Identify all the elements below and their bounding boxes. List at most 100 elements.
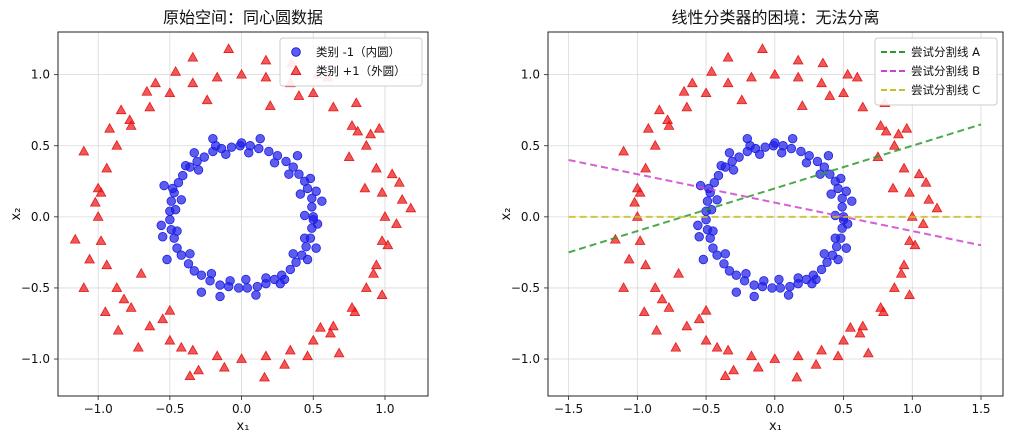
point-outer-22 bbox=[125, 302, 137, 312]
point-inner-69 bbox=[708, 226, 718, 236]
point-inner-63 bbox=[776, 148, 787, 158]
point-inner-16 bbox=[734, 152, 744, 162]
x-tick-label: 0.5 bbox=[834, 402, 853, 416]
point-outer-21 bbox=[111, 282, 123, 292]
point-outer-36 bbox=[393, 176, 405, 187]
point-inner-36 bbox=[242, 283, 253, 293]
point-inner-67 bbox=[801, 158, 812, 168]
point-outer-9 bbox=[236, 68, 247, 79]
point-inner-16 bbox=[199, 152, 209, 162]
point-outer-11 bbox=[722, 77, 734, 88]
point-inner-64 bbox=[712, 195, 722, 205]
point-inner-20 bbox=[173, 178, 184, 188]
point-outer-87 bbox=[796, 100, 808, 110]
point-inner-64 bbox=[176, 195, 187, 205]
point-outer-55 bbox=[719, 370, 731, 380]
point-inner-13 bbox=[760, 142, 770, 152]
point-outer-28 bbox=[260, 350, 272, 361]
point-inner-59 bbox=[693, 220, 703, 231]
point-inner-19 bbox=[178, 170, 188, 181]
point-inner-22 bbox=[702, 196, 713, 206]
point-outer-19 bbox=[95, 235, 107, 245]
point-outer-12 bbox=[700, 87, 712, 98]
point-inner-48 bbox=[317, 196, 327, 206]
point-inner-53 bbox=[731, 287, 742, 297]
y-tick-label: 1.0 bbox=[521, 68, 540, 82]
point-outer-39 bbox=[373, 122, 385, 133]
point-outer-71 bbox=[376, 289, 388, 299]
point-outer-52 bbox=[112, 324, 124, 335]
point-outer-70 bbox=[84, 253, 95, 264]
point-outer-1 bbox=[904, 186, 915, 197]
point-inner-80 bbox=[698, 254, 709, 265]
point-outer-54 bbox=[700, 304, 712, 315]
chart-title: 线性分类器的困境：无法分离 bbox=[671, 8, 879, 27]
point-outer-20 bbox=[640, 259, 652, 270]
point-outer-30 bbox=[307, 334, 319, 345]
point-inner-42 bbox=[291, 257, 301, 268]
point-inner-33 bbox=[749, 280, 759, 290]
point-outer-25 bbox=[722, 344, 734, 355]
point-outer-11 bbox=[187, 77, 199, 88]
point-inner-84 bbox=[836, 173, 846, 184]
point-outer-63 bbox=[396, 193, 408, 204]
point-inner-57 bbox=[823, 151, 834, 161]
point-inner-10 bbox=[786, 143, 797, 154]
point-inner-55 bbox=[833, 254, 843, 265]
point-inner-24 bbox=[165, 214, 175, 225]
point-outer-15 bbox=[649, 139, 661, 150]
point-outer-66 bbox=[141, 85, 153, 96]
point-outer-42 bbox=[842, 68, 854, 79]
axes-frame bbox=[547, 31, 1004, 397]
point-inner-66 bbox=[819, 249, 829, 259]
point-outer-26 bbox=[211, 350, 223, 361]
point-inner-2 bbox=[837, 193, 847, 204]
point-outer-43 bbox=[792, 54, 804, 65]
point-outer-55 bbox=[184, 370, 196, 380]
point-outer-22 bbox=[663, 302, 675, 312]
point-outer-31 bbox=[857, 320, 869, 331]
y-axis-title: x₂ bbox=[9, 208, 24, 221]
point-inner-9 bbox=[796, 146, 806, 157]
point-inner-51 bbox=[159, 180, 169, 191]
point-inner-33 bbox=[215, 280, 225, 290]
point-outer-60 bbox=[877, 306, 889, 317]
point-inner-78 bbox=[261, 273, 271, 283]
point-inner-27 bbox=[172, 243, 182, 253]
point-outer-4 bbox=[875, 120, 887, 130]
x-tick-label: 1.0 bbox=[903, 402, 922, 416]
point-inner-84 bbox=[305, 173, 316, 184]
point-inner-75 bbox=[759, 276, 769, 286]
point-outer-80 bbox=[810, 358, 822, 369]
point-outer-74 bbox=[670, 341, 682, 352]
point-outer-58 bbox=[302, 350, 313, 361]
point-inner-1 bbox=[837, 202, 847, 212]
point-outer-52 bbox=[651, 324, 663, 335]
point-inner-72 bbox=[826, 189, 836, 199]
point-outer-43 bbox=[260, 54, 272, 65]
point-outer-24 bbox=[164, 334, 176, 345]
point-outer-29 bbox=[816, 344, 827, 355]
point-outer-29 bbox=[284, 344, 296, 355]
point-inner-31 bbox=[731, 270, 742, 280]
point-outer-7 bbox=[816, 77, 827, 88]
split-line-b bbox=[568, 158, 982, 247]
x-tick-label: −0.5 bbox=[155, 402, 184, 416]
point-outer-25 bbox=[187, 344, 199, 355]
point-inner-29 bbox=[719, 259, 729, 269]
point-outer-5 bbox=[327, 101, 339, 112]
point-outer-46 bbox=[653, 104, 665, 115]
point-inner-58 bbox=[724, 148, 735, 158]
point-outer-19 bbox=[634, 235, 646, 245]
point-outer-73 bbox=[752, 361, 764, 372]
point-outer-44 bbox=[757, 43, 768, 53]
point-outer-45 bbox=[170, 65, 182, 76]
point-inner-58 bbox=[189, 148, 199, 158]
point-outer-85 bbox=[887, 182, 899, 193]
point-outer-2 bbox=[898, 162, 910, 173]
point-outer-40 bbox=[880, 125, 892, 136]
point-outer-15 bbox=[111, 139, 123, 150]
point-outer-30 bbox=[838, 334, 849, 345]
point-inner-65 bbox=[741, 269, 751, 279]
point-inner-60 bbox=[749, 291, 759, 302]
